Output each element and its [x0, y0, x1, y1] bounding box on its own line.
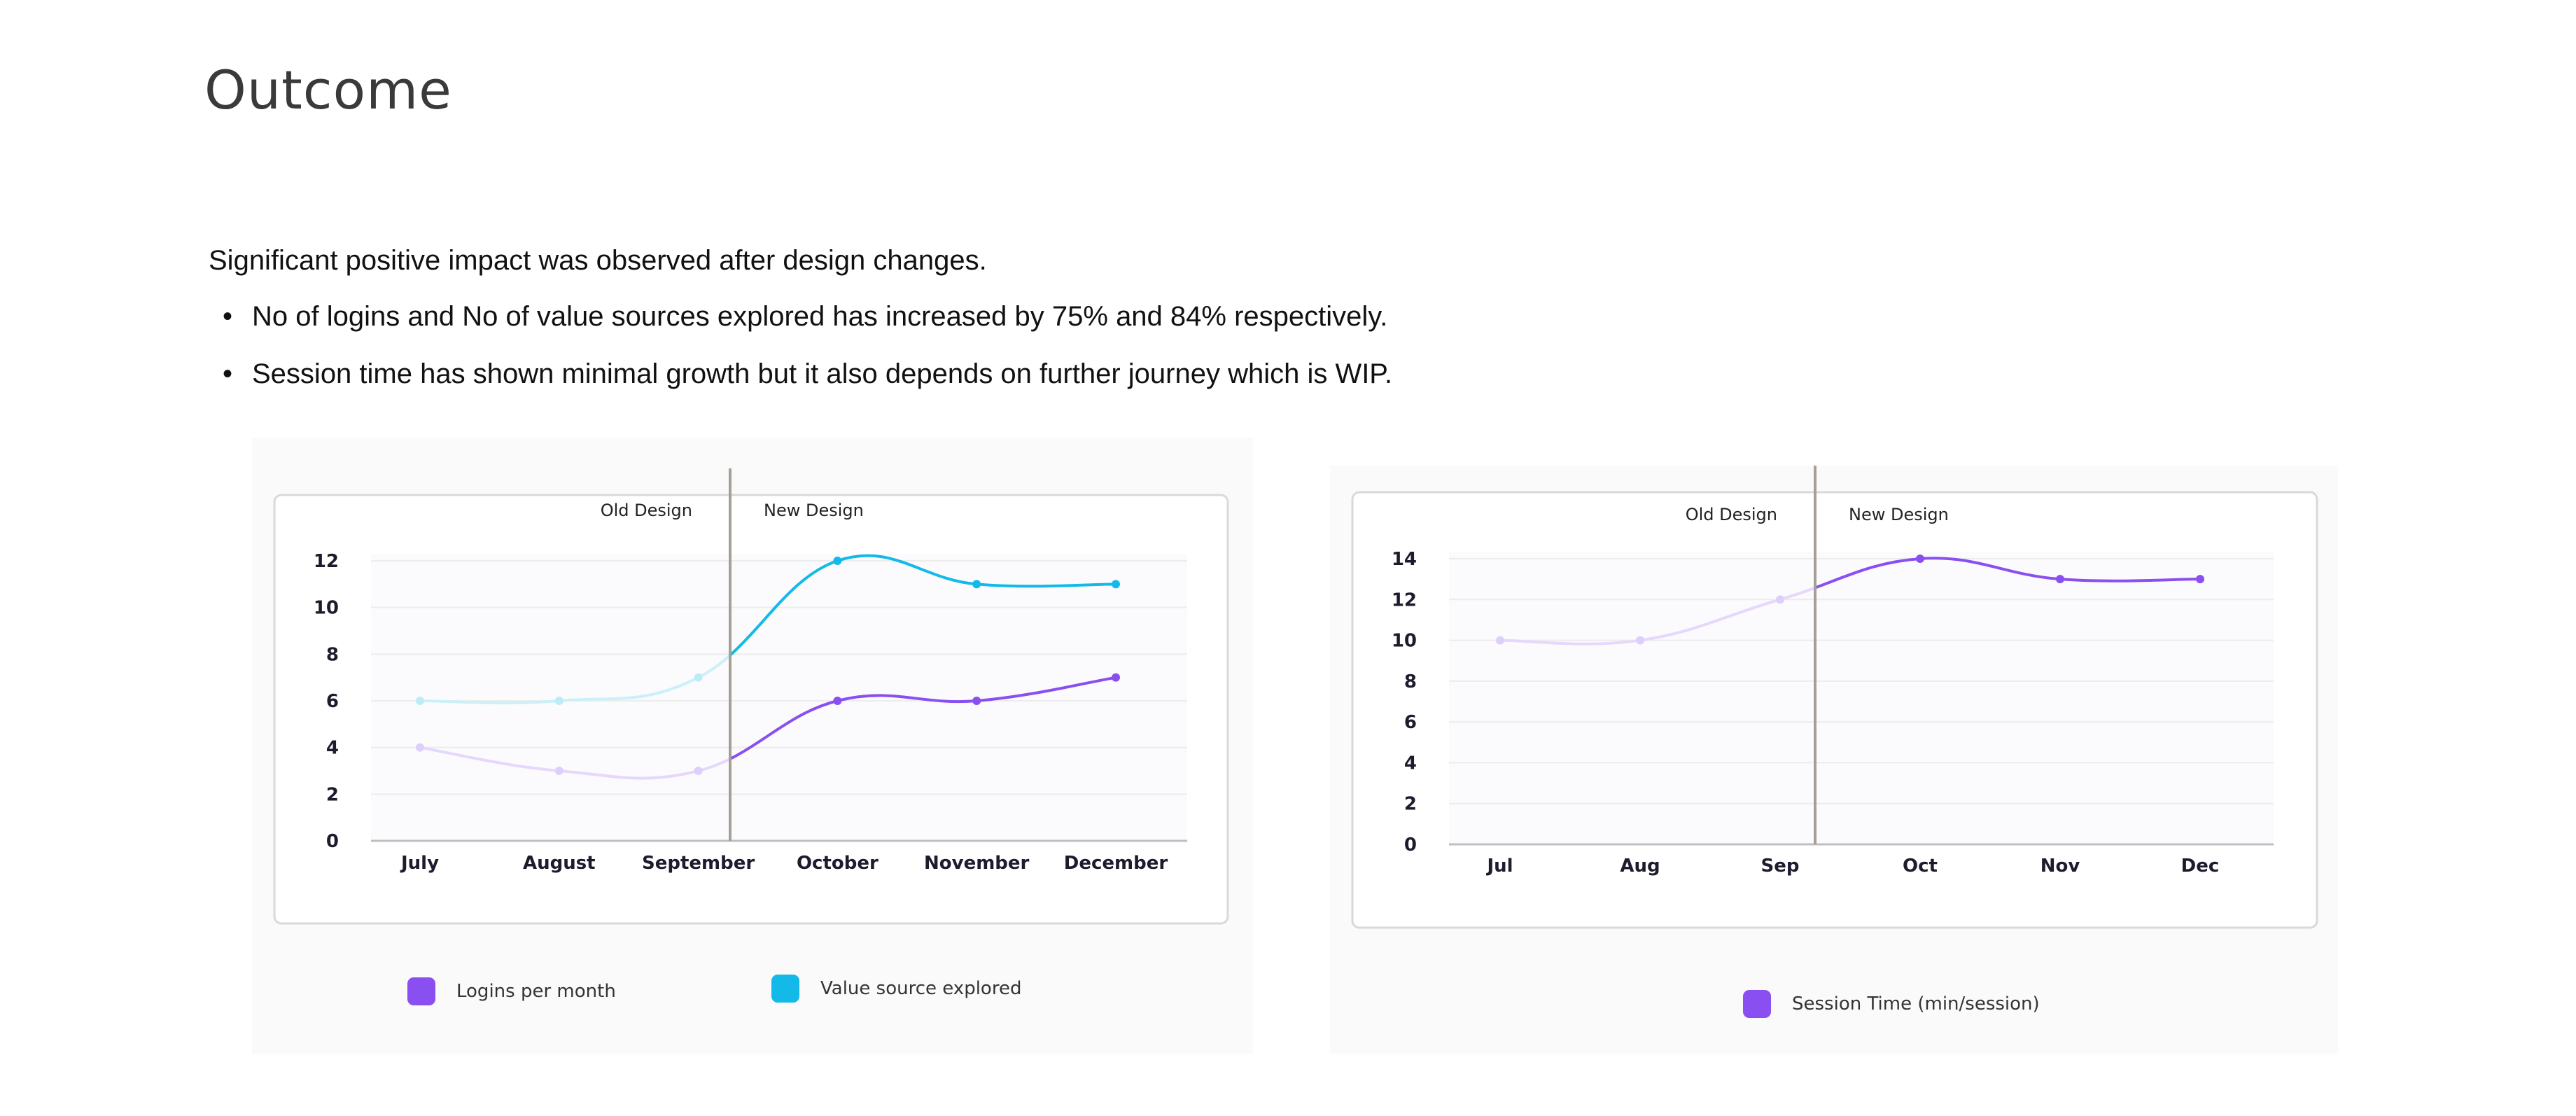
x-tick-label: July: [400, 853, 439, 874]
y-tick-label: 12: [314, 551, 339, 572]
data-point: [1776, 595, 1784, 604]
session-chart: 0 2 4 6 8 10 12 14 Jul Aug Sep Oct Nov Dec Old Design N…: [1351, 466, 2318, 929]
x-tick-label: Nov: [2040, 856, 2080, 877]
legend-swatch: [1743, 990, 1771, 1018]
data-point: [694, 767, 703, 775]
data-point: [1636, 636, 1644, 645]
data-point: [416, 697, 424, 705]
x-tick-label: Aug: [1620, 856, 1660, 877]
x-tick-label: September: [642, 853, 755, 874]
x-tick-label: Sep: [1761, 856, 1800, 877]
logins-chart: 0 2 4 6 8 10 12 July August September October Novem…: [273, 468, 1229, 925]
data-point: [694, 673, 703, 682]
x-tick-label: December: [1064, 853, 1168, 874]
data-point: [1496, 636, 1504, 645]
series-line-new: [730, 554, 1116, 657]
data-point: [2056, 575, 2064, 584]
data-point: [554, 697, 564, 705]
legend-label: Session Time (min/session): [1792, 993, 2040, 1014]
x-tick-label: November: [924, 853, 1030, 874]
y-tick-label: 12: [1392, 590, 1417, 611]
series-line-old: [1499, 586, 1815, 646]
data-point: [833, 557, 842, 565]
y-tick-label: 8: [1404, 671, 1417, 692]
legend-swatch: [407, 977, 435, 1005]
y-tick-label: 2: [326, 784, 339, 805]
y-tick-label: 2: [1404, 794, 1417, 815]
legend-swatch: [771, 975, 799, 1003]
legend-item-logins: Logins per month: [407, 977, 616, 1005]
x-tick-label: Jul: [1485, 856, 1513, 877]
y-tick-label: 10: [1392, 631, 1417, 652]
y-tick-label: 8: [326, 644, 339, 665]
y-tick-label: 4: [1404, 753, 1417, 774]
x-tick-label: October: [797, 853, 878, 874]
y-tick-label: 6: [1404, 712, 1417, 733]
phase-label-new: New Design: [764, 501, 864, 520]
legend-item-session: Session Time (min/session): [1743, 990, 2040, 1018]
legend-item-value-source: Value source explored: [771, 975, 1021, 1003]
chart-panel-session: 0 2 4 6 8 10 12 14 Jul Aug Sep Oct Nov Dec Old Design N…: [1330, 466, 2338, 1054]
bullet-item: Session time has shown minimal growth bu…: [223, 358, 1392, 390]
bullet-item: No of logins and No of value sources exp…: [223, 301, 1392, 333]
phase-label-old: Old Design: [1686, 505, 1777, 524]
y-tick-label: 6: [326, 691, 339, 712]
legend-label: Value source explored: [820, 978, 1022, 999]
data-point: [2196, 575, 2204, 584]
x-tick-label: Dec: [2181, 856, 2220, 877]
chart-panel-logins: 0 2 4 6 8 10 12 July August September October Novem…: [252, 438, 1253, 1054]
y-tick-label: 14: [1392, 549, 1417, 570]
data-point: [972, 580, 981, 589]
legend-label: Logins per month: [456, 981, 616, 1002]
data-point: [1112, 673, 1120, 682]
series-line-new: [1815, 557, 2201, 590]
data-point: [972, 697, 981, 705]
series-line-old: [419, 746, 730, 780]
series-line-new: [730, 676, 1116, 761]
page-title: Outcome: [204, 59, 452, 121]
plot-background: [371, 554, 1187, 841]
data-point: [1916, 554, 1924, 563]
plot-background: [1449, 552, 2274, 844]
data-point: [1112, 580, 1120, 589]
phase-label-new: New Design: [1849, 505, 1949, 524]
bullet-list: No of logins and No of value sources exp…: [223, 301, 1392, 416]
data-point: [554, 767, 564, 775]
x-tick-label: Oct: [1903, 856, 1938, 877]
data-point: [416, 743, 424, 752]
intro-text: Significant positive impact was observed…: [209, 245, 987, 276]
y-tick-label: 10: [314, 598, 339, 619]
y-tick-label: 0: [1404, 835, 1417, 856]
phase-label-old: Old Design: [601, 501, 692, 520]
x-tick-label: August: [523, 853, 596, 874]
data-point: [833, 697, 842, 705]
y-tick-label: 0: [326, 831, 339, 852]
series-line-old: [419, 653, 730, 704]
y-tick-label: 4: [326, 738, 339, 759]
